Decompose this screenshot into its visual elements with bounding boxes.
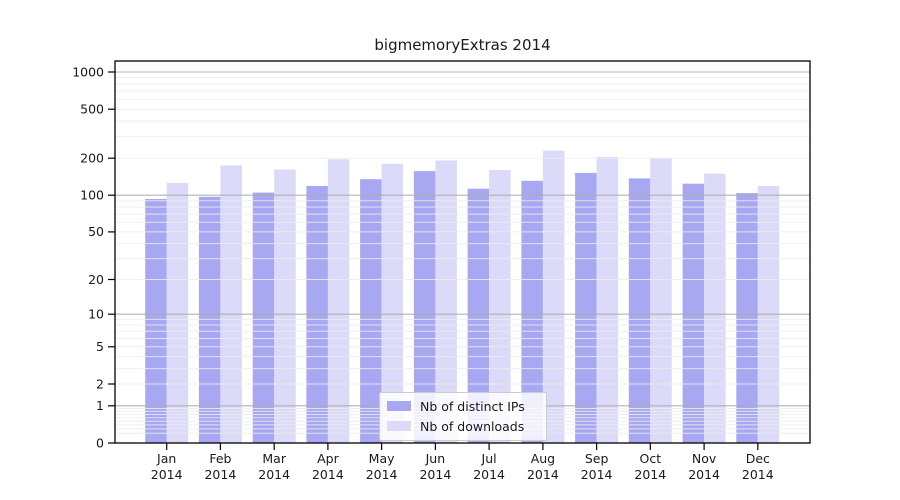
y-tick-label: 1000: [72, 64, 104, 79]
y-tick-label: 500: [80, 102, 104, 117]
chart-title: bigmemoryExtras 2014: [374, 36, 551, 54]
bar: [360, 179, 382, 443]
bar: [327, 159, 350, 444]
plot-frame: [114, 60, 811, 444]
legend-swatch-downloads: [387, 421, 411, 431]
y-axis: 0 1 2 5 10 20 50 100 200 500 1000: [72, 64, 115, 450]
bar: [736, 193, 758, 443]
y-tick-label: 20: [88, 272, 104, 287]
bar: [467, 188, 490, 443]
bar: [542, 150, 565, 443]
bar: [252, 192, 275, 443]
x-tick-label-year: 2014: [204, 467, 236, 482]
x-tick-label-month: Oct: [639, 451, 661, 466]
legend-box: Nb of distinct IPs Nb of downloads: [379, 392, 547, 441]
x-tick-label-month: Feb: [209, 451, 231, 466]
x-tick-label-year: 2014: [473, 467, 505, 482]
bar: [381, 163, 404, 444]
y-tick-label: 200: [80, 151, 104, 166]
x-tick-label-year: 2014: [527, 467, 559, 482]
bar: [650, 158, 672, 443]
y-tick-label: 5: [96, 339, 104, 354]
x-tick-label-year: 2014: [634, 467, 666, 482]
x-tick-label-month: Jan: [156, 451, 176, 466]
x-tick-label-year: 2014: [312, 467, 344, 482]
x-tick-label-month: May: [369, 451, 395, 466]
bar: [413, 171, 436, 443]
bar: [521, 180, 543, 444]
bar: [145, 199, 167, 443]
x-tick-label-month: Mar: [262, 451, 286, 466]
legend-row-downloads: Nb of downloads: [380, 416, 546, 436]
bar: [489, 170, 511, 443]
x-tick-label-month: Sep: [585, 451, 609, 466]
x-tick-label-month: Jun: [425, 451, 446, 466]
legend-label-distinct-ips: Nb of distinct IPs: [420, 398, 525, 414]
series-downloads: [166, 150, 780, 444]
y-tick-label: 100: [80, 188, 104, 203]
x-tick-label-year: 2014: [151, 467, 183, 482]
bar: [682, 183, 705, 443]
bar: [166, 182, 189, 443]
bar: [575, 172, 597, 443]
x-tick-label-year: 2014: [258, 467, 290, 482]
x-tick-label-year: 2014: [742, 467, 774, 482]
x-tick-label-month: Aug: [531, 451, 555, 466]
y-tick-label: 0: [96, 435, 104, 450]
x-tick-label-month: Dec: [746, 451, 770, 466]
legend-row-distinct-ips: Nb of distinct IPs: [380, 396, 546, 416]
y-tick-label: 2: [96, 376, 104, 391]
x-tick-label-year: 2014: [366, 467, 398, 482]
bar: [628, 178, 651, 443]
bar: [274, 169, 296, 443]
x-tick-label-year: 2014: [581, 467, 613, 482]
y-tick-label: 10: [88, 307, 104, 322]
y-tick-label: 50: [88, 224, 104, 239]
y-tick-label: 1: [96, 398, 104, 413]
bar: [220, 165, 242, 444]
legend-swatch-distinct-ips: [387, 401, 411, 411]
x-tick-label-year: 2014: [419, 467, 451, 482]
x-tick-label-month: Jul: [481, 451, 497, 466]
legend-label-downloads: Nb of downloads: [420, 418, 525, 434]
x-tick-label-month: Apr: [317, 451, 339, 466]
x-tick-label-year: 2014: [688, 467, 720, 482]
x-axis: Jan2014Feb2014Mar2014Apr2014May2014Jun20…: [151, 443, 774, 482]
bar: [435, 160, 457, 443]
x-tick-label-month: Nov: [692, 451, 717, 466]
bar: [596, 156, 619, 443]
bar: [704, 173, 726, 443]
